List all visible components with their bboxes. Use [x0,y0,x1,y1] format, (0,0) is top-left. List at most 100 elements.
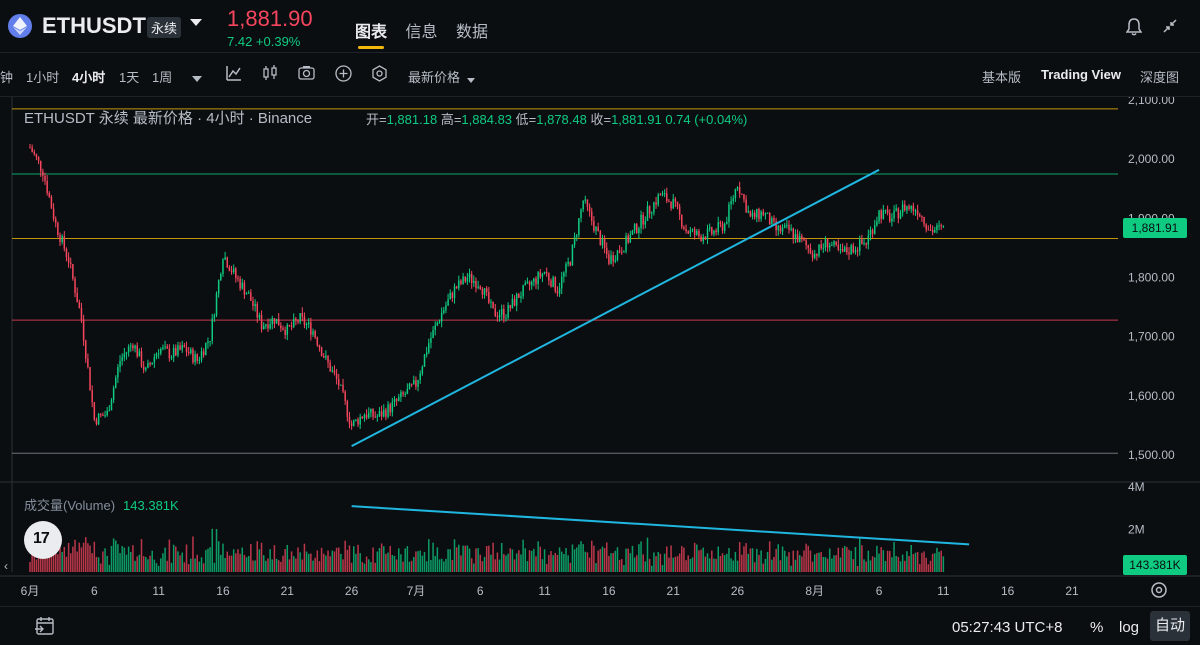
candle-body [910,205,912,209]
candle-body [685,228,687,232]
candle-body [277,318,280,326]
volume-bar [558,547,561,572]
candle-body [460,280,462,284]
volume-bar [470,558,473,572]
candle-body [792,228,795,239]
candle-type-icon[interactable] [262,65,278,84]
interval-minute[interactable]: 钟 [0,70,14,85]
volume-bar [413,556,415,572]
volume-bar [513,559,516,572]
scroll-left-icon[interactable]: ‹ [4,559,8,573]
candle-body [638,228,640,233]
volume-bar [693,542,696,572]
tab-data[interactable]: 数据 [455,24,488,41]
candle-body [177,345,179,356]
volume-bar [867,550,870,572]
volume-bar [400,554,402,572]
tradingview-logo[interactable]: 17 [24,521,62,559]
volume-bar [573,549,576,572]
volume-bar [938,551,940,572]
candle-body [76,293,78,303]
view-depth[interactable]: 深度图 [1140,70,1180,85]
percent-toggle[interactable]: % [1090,619,1104,636]
indicator-icon[interactable] [226,65,242,84]
candle-body [509,304,512,309]
volume-bar [327,550,329,572]
price-type-select[interactable]: 最新价格 [408,70,461,85]
bell-icon[interactable] [1125,18,1143,41]
candle-body [265,324,267,326]
candle-body [513,298,516,306]
volume-bar [162,553,164,572]
candle-body [162,347,164,350]
settings-hex-icon[interactable] [371,65,388,85]
candle-body [250,292,252,301]
interval-1h[interactable]: 1小时 [26,70,60,85]
candle-body [209,340,211,342]
candle-body [584,199,587,201]
chart-settings-icon[interactable] [1150,581,1168,604]
interval-dropdown-icon[interactable] [192,70,202,85]
volume-bar [833,555,835,572]
chart-area[interactable]: 2,100.002,000.001,900.001,800.001,700.00… [0,97,1200,644]
candle-body [850,245,852,255]
volume-bar [35,559,38,572]
volume-bar [816,553,818,572]
candlestick-chart[interactable]: 2,100.002,000.001,900.001,800.001,700.00… [0,97,1200,606]
candle-body [145,367,147,370]
view-basic[interactable]: 基本版 [982,70,1022,85]
candle-body [515,294,518,306]
volume-bar [290,551,293,572]
volume-bar [445,558,447,572]
price-type-dropdown-icon[interactable] [467,71,475,86]
volume-bar [678,553,681,572]
candle-body [404,394,406,396]
volume-bar [610,553,612,572]
volume-bar [226,551,229,572]
candle-body [921,216,923,218]
volume-bar [485,545,488,572]
volume-bar [498,559,501,572]
collapse-icon[interactable] [1162,18,1178,39]
tab-chart[interactable]: 图表 [355,24,388,41]
view-tradingview[interactable]: Trading View [1041,67,1121,82]
volume-bar [790,565,792,572]
chart-legend-title: ETHUSDT 永续 最新价格 · 4小时 · Binance [24,110,313,127]
candle-body [599,231,602,246]
chevron-down-icon[interactable] [190,19,202,26]
interval-1d[interactable]: 1天 [119,70,140,85]
candle-body [342,384,344,392]
volume-bar [923,551,925,572]
auto-scale-toggle[interactable]: 自动 [1150,611,1190,641]
candle-body [254,303,256,307]
interval-4h[interactable]: 4小时 [72,70,106,85]
interval-1w[interactable]: 1周 [152,70,173,85]
clock-time[interactable]: 05:27:43 UTC+8 [952,619,1063,636]
candle-body [708,227,711,229]
volume-bar [117,544,119,572]
camera-icon[interactable] [298,65,315,83]
tab-info[interactable]: 信息 [405,24,438,41]
volume-bar [794,559,797,572]
volume-bar [717,546,719,572]
symbol-name[interactable]: ETHUSDT [42,13,146,38]
candle-body [286,324,289,335]
volume-bar [365,556,368,572]
add-indicator-icon[interactable] [335,65,352,85]
log-toggle[interactable]: log [1119,619,1140,636]
volume-bar [876,545,878,572]
volume-bar [518,550,520,572]
candle-body [217,280,220,294]
candle-body [37,157,40,161]
volume-bar [631,545,634,572]
volume-bar [593,545,595,572]
volume-bar [828,548,831,572]
candle-body [385,409,387,417]
candle-body [398,397,400,401]
volume-bar [578,544,580,572]
calendar-icon[interactable] [34,616,56,640]
volume-bar [142,556,145,572]
low-value: 1,878.48 [536,112,587,127]
candle-body [605,247,608,255]
candle-body [936,225,938,231]
